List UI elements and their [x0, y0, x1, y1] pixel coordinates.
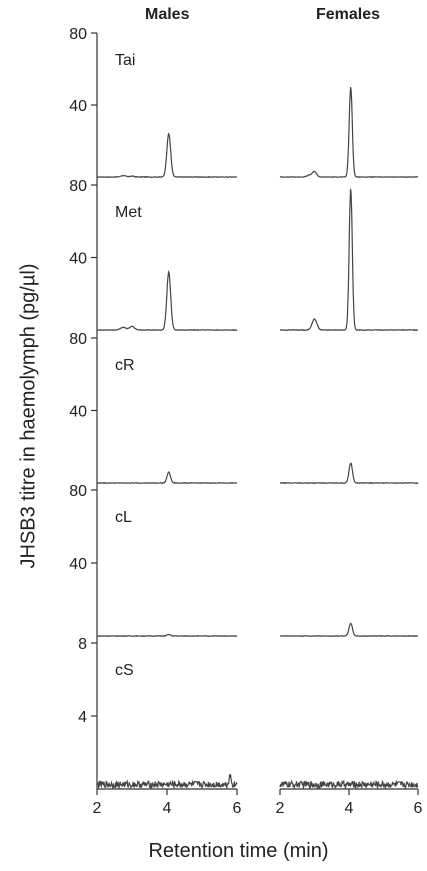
x-tick-label: 2: [276, 800, 285, 817]
female-trace-Met: [279, 188, 419, 332]
x-tick-label: 6: [233, 800, 242, 817]
female-trace-cL: [279, 622, 418, 638]
x-axis-label: Retention time (min): [148, 840, 329, 862]
y-tick-label: 4: [78, 709, 87, 726]
male-trace-cR: [96, 471, 238, 485]
y-tick-label: 40: [69, 404, 87, 421]
panel-label-cL: cL: [115, 509, 132, 526]
x-tick-label: 4: [163, 800, 172, 817]
female-trace-cR: [280, 462, 419, 485]
y-tick-label: 40: [69, 556, 87, 573]
male-trace-cL: [97, 633, 238, 638]
male-trace-cS: [96, 774, 238, 790]
column-title-males: Males: [145, 6, 190, 23]
y-tick-label: 40: [69, 251, 87, 268]
y-tick-label: 8: [78, 636, 87, 653]
female-trace-cS: [279, 779, 419, 790]
male-trace-Tai: [97, 132, 238, 179]
column-title-females: Females: [316, 6, 381, 23]
panel-label-cR: cR: [115, 357, 135, 374]
male-trace-Met: [96, 270, 238, 332]
female-trace-Tai: [279, 87, 419, 178]
y-tick-label: 80: [69, 178, 87, 195]
x-tick-label: 2: [93, 800, 102, 817]
y-tick-label: 80: [69, 26, 87, 43]
y-tick-label: 40: [69, 98, 87, 115]
panel-label-Tai: Tai: [115, 52, 135, 69]
y-tick-label: 80: [69, 483, 87, 500]
panel-label-Met: Met: [115, 204, 142, 221]
x-tick-label: 4: [345, 800, 354, 817]
panel-label-cS: cS: [115, 662, 134, 679]
x-tick-label: 6: [414, 800, 423, 817]
y-tick-label: 80: [69, 331, 87, 348]
